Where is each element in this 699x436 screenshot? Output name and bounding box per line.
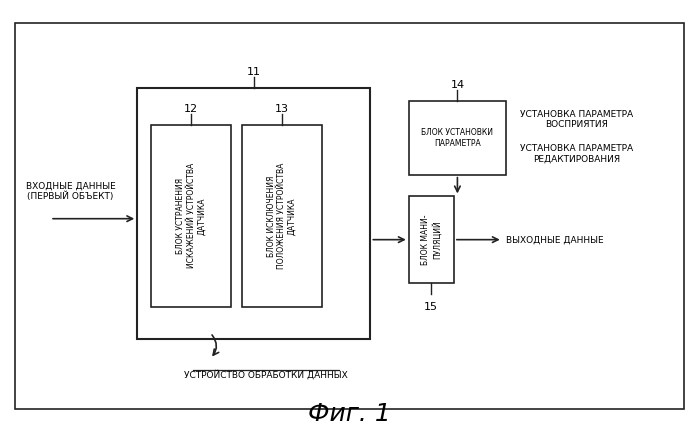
FancyBboxPatch shape [409,196,454,283]
Text: Фиг. 1: Фиг. 1 [308,402,391,426]
Text: УСТАНОВКА ПАРАМЕТРА
ВОСПРИЯТИЯ: УСТАНОВКА ПАРАМЕТРА ВОСПРИЯТИЯ [520,110,633,129]
Text: БЛОК ИСКЛЮЧЕНИЯ
ПОЛОЖЕНИЯ УСТРОЙСТВА
ДАТЧИКА: БЛОК ИСКЛЮЧЕНИЯ ПОЛОЖЕНИЯ УСТРОЙСТВА ДАТ… [267,163,296,269]
Text: 14: 14 [450,80,464,90]
Text: УСТАНОВКА ПАРАМЕТРА
РЕДАКТИРОВАНИЯ: УСТАНОВКА ПАРАМЕТРА РЕДАКТИРОВАНИЯ [520,144,633,164]
Text: ВЫХОДНЫЕ ДАННЫЕ: ВЫХОДНЫЕ ДАННЫЕ [506,235,604,244]
Text: УСТРОЙСТВО ОБРАБОТКИ ДАННЫХ: УСТРОЙСТВО ОБРАБОТКИ ДАННЫХ [184,370,348,379]
Text: 13: 13 [275,104,289,114]
Text: БЛОК УСТАНОВКИ
ПАРАМЕТРА: БЛОК УСТАНОВКИ ПАРАМЕТРА [421,128,493,147]
Text: 11: 11 [247,67,261,77]
Text: 12: 12 [184,104,199,114]
Text: БЛОК МАНИ-
ПУЛЯЦИЙ: БЛОК МАНИ- ПУЛЯЦИЙ [421,215,442,265]
Text: БЛОК УСТРАНЕНИЯ
ИСКАЖЕНИЙ УСТРОЙСТВА
ДАТЧИКА: БЛОК УСТРАНЕНИЯ ИСКАЖЕНИЙ УСТРОЙСТВА ДАТ… [176,163,206,269]
Text: ВХОДНЫЕ ДАННЫЕ
(ПЕРВЫЙ ОБЪЕКТ): ВХОДНЫЕ ДАННЫЕ (ПЕРВЫЙ ОБЪЕКТ) [26,181,115,201]
FancyBboxPatch shape [137,88,370,339]
Text: 15: 15 [424,303,438,313]
FancyBboxPatch shape [151,125,231,307]
FancyBboxPatch shape [409,101,506,175]
FancyBboxPatch shape [242,125,322,307]
FancyBboxPatch shape [15,23,684,409]
